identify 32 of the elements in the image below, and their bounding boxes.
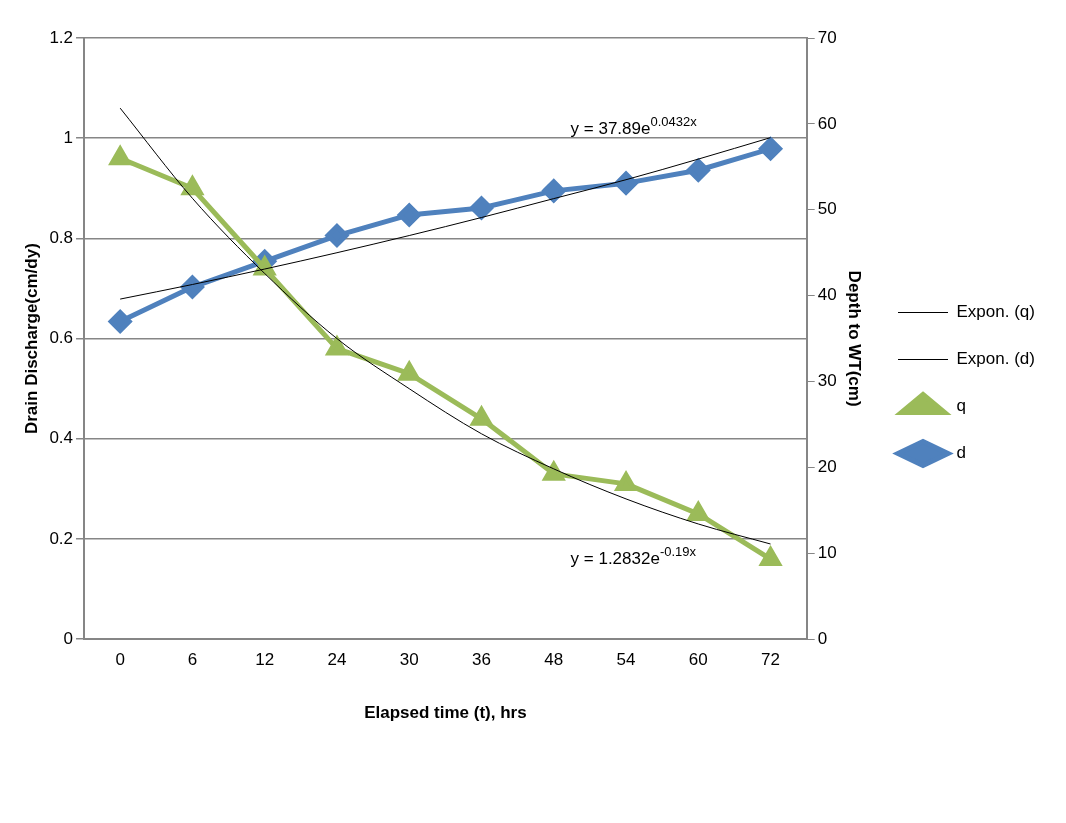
x-tick-label: 54 — [616, 650, 636, 670]
y-tick-label: 0.6 — [49, 328, 74, 348]
x-tick-label: 48 — [544, 650, 564, 670]
x-tick-label: 24 — [327, 650, 347, 670]
x-tick-label: 72 — [761, 650, 781, 670]
x-tick-label: 60 — [688, 650, 708, 670]
y2-tick-label: 10 — [817, 543, 837, 562]
y2-tick-label: 70 — [817, 27, 837, 47]
x-tick-label: 36 — [472, 650, 491, 670]
y-axis-title: Drain Discharge(cm/dy) — [21, 243, 41, 435]
y-tick-label: 0.8 — [49, 228, 74, 248]
legend-label: d — [956, 443, 966, 463]
x-axis-title: Elapsed time (t), hrs — [364, 703, 527, 723]
y2-tick-label: 60 — [817, 113, 837, 133]
y2-tick-label: 20 — [817, 457, 837, 477]
y-tick-label: 0 — [63, 628, 74, 648]
x-tick-label: 30 — [399, 650, 419, 670]
y2-axis-title: Depth to WT(cm) — [845, 270, 865, 407]
x-tick-label: 0 — [115, 650, 125, 670]
y-tick-label: 1.2 — [49, 27, 74, 47]
y-tick-label: 0.2 — [49, 528, 74, 548]
legend-label: Expon. (q) — [956, 302, 1035, 322]
x-tick-label: 12 — [255, 650, 275, 670]
y-tick-label: 1 — [63, 127, 74, 147]
legend-label: Expon. (d) — [956, 349, 1035, 369]
y2-tick-label: 0 — [817, 628, 828, 648]
y-tick-label: 0.4 — [49, 428, 74, 448]
x-tick-label: 6 — [187, 650, 198, 670]
y2-tick-label: 50 — [817, 199, 837, 219]
y2-tick-label: 30 — [817, 371, 837, 391]
legend-label: q — [956, 396, 966, 416]
y2-tick-label: 40 — [817, 285, 837, 305]
